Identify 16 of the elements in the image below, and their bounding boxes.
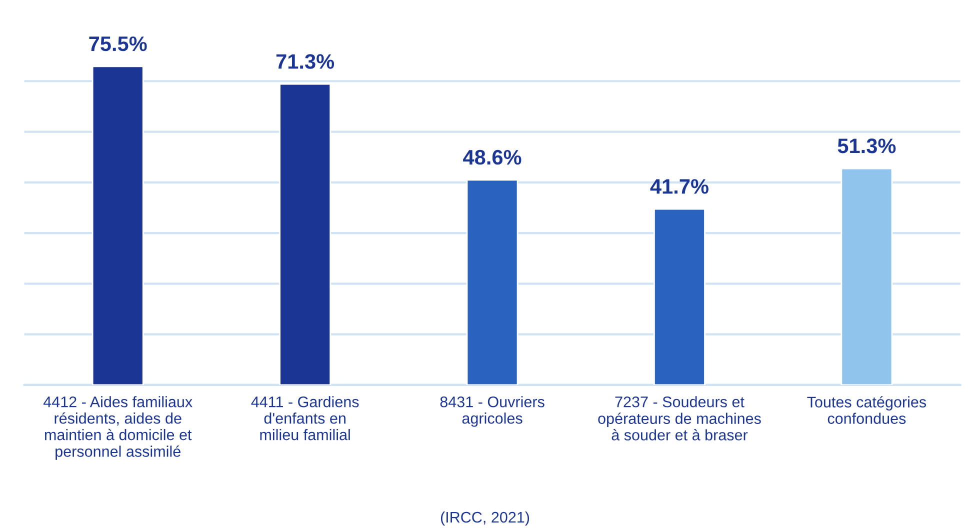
bar [279,83,332,385]
data-label: 75.5% [89,36,147,52]
bar [466,179,518,385]
data-label: 51.3% [838,138,896,154]
x-tick-label: 4411 - Gardiens d'enfants en milieu familial [251,396,359,440]
bar [654,208,706,385]
data-label: 48.6% [463,150,522,165]
data-label: 41.7% [650,179,708,194]
data-label: 71.3% [276,54,334,69]
x-tick-label: 4412 - Aides familiaux résidents, aides de maintien à domicile et personnel assimilé [43,396,192,460]
bar [92,66,144,385]
x-tick-label: Toutes catégories confondues [807,396,926,424]
x-tick-label: 8431 - Ouvriers agricoles [440,396,544,427]
x-tick-label: 7237 - Soudeurs et opérateurs de machines à souder et à braser [598,396,761,440]
bar [840,168,893,385]
text: (IRCC, 2021) [440,511,530,526]
